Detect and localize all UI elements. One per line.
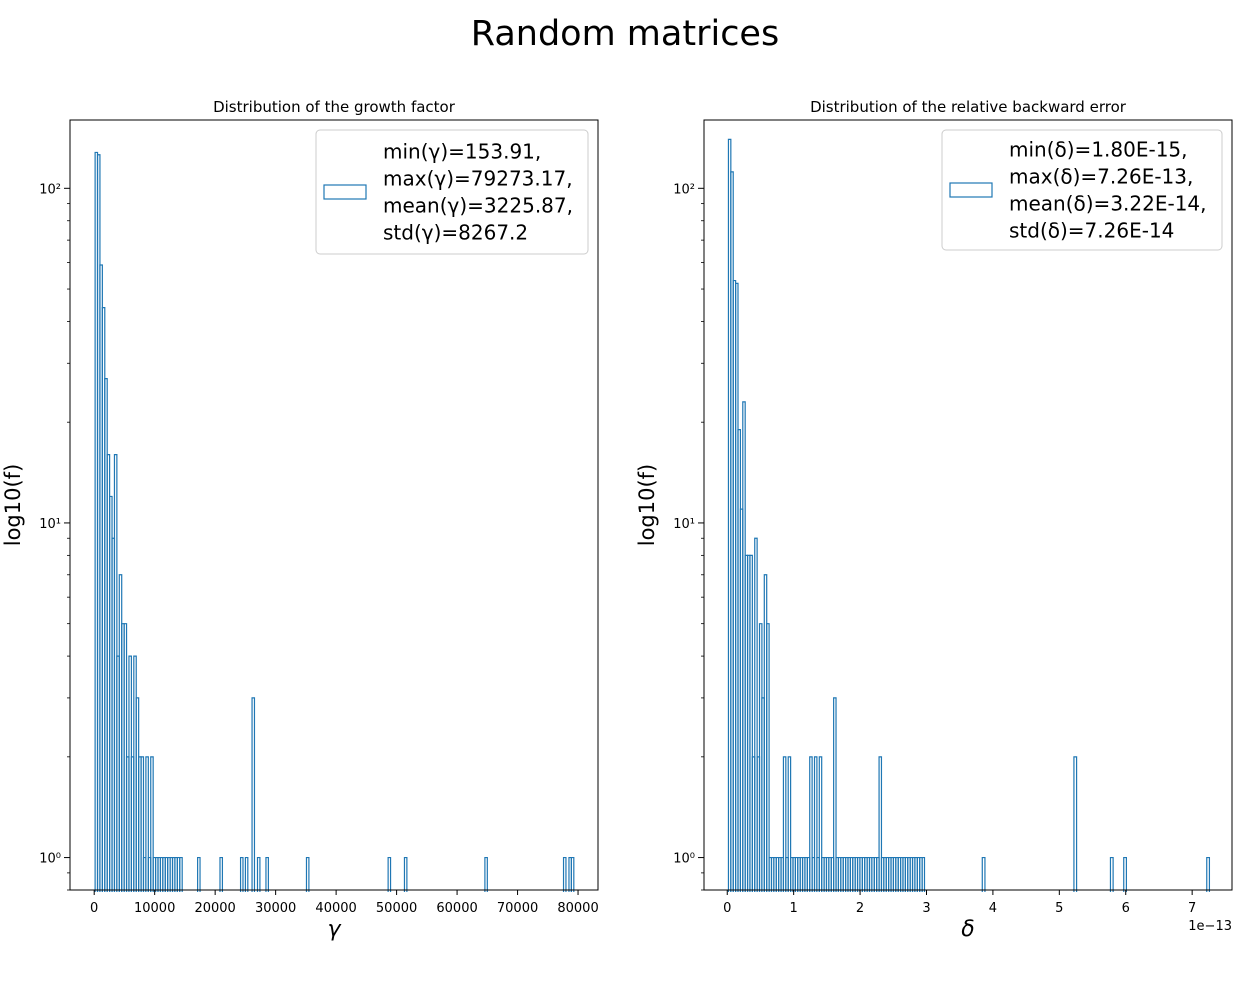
y-tick-label: 10¹ xyxy=(673,517,695,532)
x-tick-label: 3 xyxy=(922,901,930,916)
x-tick-label: 2 xyxy=(856,901,864,916)
histogram-bar xyxy=(787,756,792,892)
histogram-bar xyxy=(878,756,883,892)
legend-swatch xyxy=(323,184,367,200)
x-tick-label: 6 xyxy=(1122,901,1130,916)
x-tick-label: 0 xyxy=(90,901,98,916)
y-tick-label: 10⁰ xyxy=(673,852,695,867)
x-tick-label: 5 xyxy=(1055,901,1063,916)
histogram-bar xyxy=(197,856,201,892)
histogram-bar xyxy=(244,856,249,892)
x-axis-label: δ xyxy=(961,917,974,942)
x-tick-label: 80000 xyxy=(557,901,598,916)
histogram-bar xyxy=(150,756,154,892)
x-tick-label: 7 xyxy=(1188,901,1196,916)
x-tick-label: 10000 xyxy=(134,901,175,916)
x-offset-label: 1e−13 xyxy=(1188,919,1232,934)
axes-frame xyxy=(69,119,599,891)
axes-title: Distribution of the relative backward er… xyxy=(810,98,1127,116)
histogram-bar xyxy=(813,756,818,892)
x-tick-label: 4 xyxy=(989,901,997,916)
histogram-bar xyxy=(305,856,310,892)
y-tick-label: 10² xyxy=(673,182,695,197)
x-tick-label: 70000 xyxy=(497,901,538,916)
histogram-bar xyxy=(387,856,392,892)
histogram-bar xyxy=(179,856,183,892)
histogram-bar xyxy=(981,856,986,892)
histogram-bar xyxy=(562,856,567,892)
histogram-bar xyxy=(145,756,149,892)
histogram-bars xyxy=(727,138,1211,892)
x-tick-label: 40000 xyxy=(315,901,356,916)
histogram-bar xyxy=(1109,856,1114,892)
histogram-bar xyxy=(833,697,837,892)
histogram-bar xyxy=(749,554,753,892)
histogram-bar xyxy=(256,856,261,892)
histogram-bar xyxy=(809,756,813,892)
y-tick-label: 10¹ xyxy=(39,517,61,532)
histogram-bar xyxy=(219,856,224,892)
histogram-bar xyxy=(782,756,787,892)
y-tick-label: 10⁰ xyxy=(39,852,61,867)
axes-title: Distribution of the growth factor xyxy=(213,98,456,116)
legend-entry: min(γ)=153.91, xyxy=(383,140,541,164)
legend: min(γ)=153.91, max(γ)=79273.17, mean(γ)=32… xyxy=(315,129,589,255)
chart-panel-1: Distribution of the growth factor 0 10000 2… xyxy=(1,98,599,942)
histogram-bar xyxy=(239,856,244,892)
histogram-bars xyxy=(94,151,575,892)
histogram-bar xyxy=(484,856,488,892)
histogram-bar xyxy=(921,856,926,892)
y-axis-label: log10(f) xyxy=(635,464,659,547)
x-axis-label: γ xyxy=(327,917,341,942)
legend-entry: std(γ)=8267.2 xyxy=(383,221,528,245)
histogram-bar xyxy=(140,756,145,892)
histogram-bar xyxy=(1073,756,1078,892)
legend-swatch xyxy=(949,182,993,198)
histogram-bar xyxy=(265,856,269,892)
legend-entry: mean(γ)=3225.87, xyxy=(383,194,573,218)
histogram-bar xyxy=(403,856,408,892)
histogram-bar xyxy=(818,756,823,892)
histogram-bar xyxy=(766,623,770,892)
legend-entry: mean(δ)=3.22E-14, xyxy=(1009,192,1207,216)
histogram-bar xyxy=(1206,856,1211,892)
y-axis-label: log10(f) xyxy=(1,464,25,547)
figure-title: Random matrices xyxy=(470,14,780,54)
x-tick-label: 50000 xyxy=(376,901,417,916)
y-tick-label: 10² xyxy=(39,182,61,197)
x-tick-label: 20000 xyxy=(194,901,235,916)
x-tick-label: 30000 xyxy=(255,901,296,916)
axes-frame xyxy=(703,119,1233,891)
x-tick-label: 0 xyxy=(723,901,731,916)
legend-box xyxy=(315,129,589,255)
legend-entry: min(δ)=1.80E-15, xyxy=(1009,138,1188,162)
histogram-bar xyxy=(1123,856,1127,892)
histogram-bar xyxy=(570,856,575,892)
legend-entry: max(γ)=79273.17, xyxy=(383,167,573,191)
legend: min(δ)=1.80E-15, max(δ)=7.26E-13, mean(δ)=… xyxy=(941,129,1223,251)
x-tick-label: 1 xyxy=(790,901,798,916)
legend-entry: max(δ)=7.26E-13, xyxy=(1009,165,1193,189)
histogram-bar xyxy=(251,697,256,892)
x-tick-label: 60000 xyxy=(436,901,477,916)
histogram-bar xyxy=(754,537,758,892)
legend-box xyxy=(941,129,1223,251)
legend-entry: std(δ)=7.26E-14 xyxy=(1009,219,1174,243)
chart-panel-2: Distribution of the relative backward er… xyxy=(635,98,1233,942)
